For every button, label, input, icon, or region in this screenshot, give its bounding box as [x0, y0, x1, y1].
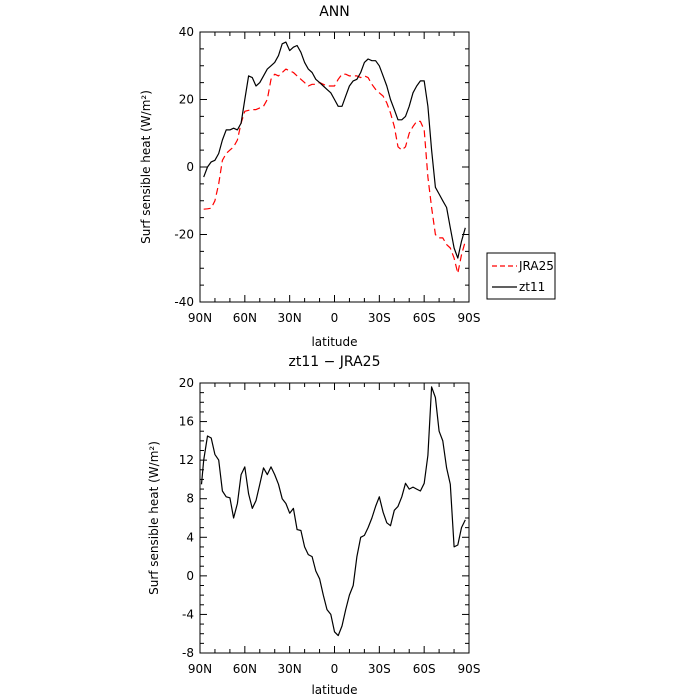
legend-box: [486, 252, 556, 300]
x-tick-label: 60N: [233, 662, 257, 676]
x-tick-label: 30S: [368, 311, 391, 325]
legend-label: JRA25: [518, 259, 554, 273]
x-tick-label: 90N: [188, 311, 212, 325]
y-tick-label: -4: [182, 607, 194, 621]
y-tick-label: 40: [179, 25, 194, 39]
y-tick-label: 8: [186, 492, 194, 506]
x-tick-label: 90S: [458, 311, 481, 325]
y-tick-label: -20: [174, 228, 194, 242]
y-axis-label: Surf sensible heat (W/m²): [139, 90, 153, 244]
x-axis-label: latitude: [311, 335, 357, 349]
x-tick-label: 90S: [458, 662, 481, 676]
series-line-diff: [200, 386, 466, 637]
y-tick-label: 16: [179, 415, 194, 429]
y-tick-label: 12: [179, 453, 194, 467]
y-tick-label: 0: [186, 569, 194, 583]
y-tick-label: 0: [186, 160, 194, 174]
y-tick-label: -8: [182, 646, 194, 660]
x-tick-label: 60S: [413, 662, 436, 676]
x-tick-label: 60S: [413, 311, 436, 325]
legend-label: zt11: [519, 280, 545, 294]
x-tick-label: 30N: [278, 662, 302, 676]
x-tick-label: 60N: [233, 311, 257, 325]
x-axis-label: latitude: [311, 683, 357, 697]
chart-title: ANN: [319, 4, 350, 20]
x-tick-label: 90N: [188, 662, 212, 676]
y-axis-label: Surf sensible heat (W/m²): [147, 441, 161, 595]
x-tick-label: 30N: [278, 311, 302, 325]
plot-frame: [199, 31, 470, 303]
series-line-jra25: [203, 68, 466, 274]
y-tick-label: 20: [179, 93, 194, 107]
chart-title: zt11 − JRA25: [289, 354, 381, 370]
x-tick-label: 30S: [368, 662, 391, 676]
y-tick-label: -40: [174, 295, 194, 309]
x-tick-label: 0: [331, 311, 339, 325]
plot-frame: [199, 382, 470, 654]
series-line-zt11: [203, 41, 466, 259]
y-tick-label: 4: [186, 530, 194, 544]
top-chart-panel: ANN 90N 60N 30N 0 30S 60S 90S -40 -20 0 20 40 latitud…: [139, 4, 556, 349]
y-tick-label: 20: [179, 376, 194, 390]
bottom-chart-panel: zt11 − JRA25 90N 60N 30N 0 30S 60S 90S -8 -4 0 4 8 12…: [147, 354, 480, 697]
x-tick-label: 0: [331, 662, 339, 676]
